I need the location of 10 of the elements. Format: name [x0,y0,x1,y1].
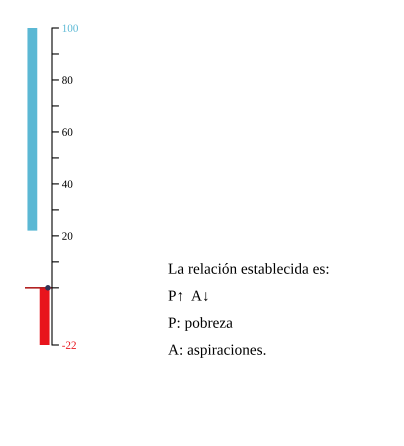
y-tick-label: 20 [62,232,72,240]
text: La relación establecida es: [168,263,328,274]
text: P: pobreza [168,317,233,331]
y-tick-label: -22 [62,341,76,349]
y-tick-label: 80 [62,76,72,84]
y-tick-label: 40 [62,180,72,188]
y-tick-label: 60 [62,128,72,136]
y-tick-label: 100 [62,24,78,32]
text: P↑ A↓ [168,290,208,302]
text: A: aspiraciones. [168,344,266,358]
